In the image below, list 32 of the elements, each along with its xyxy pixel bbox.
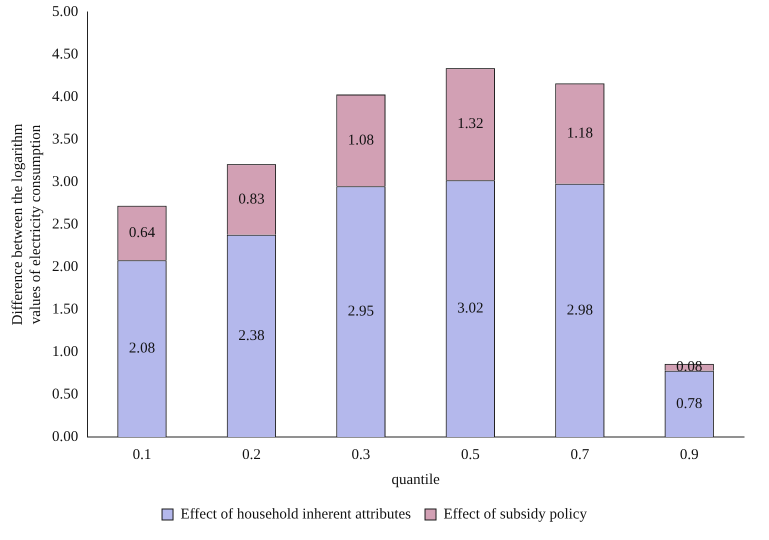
data-label: 2.98 xyxy=(566,302,593,318)
data-label: 1.18 xyxy=(566,125,593,142)
x-axis-title: quantile xyxy=(391,472,440,488)
y-tick-label: 5.00 xyxy=(52,4,78,20)
y-axis-title: Difference between the logarithm values of electricity consumption xyxy=(10,123,44,326)
y-tick-label: 0.50 xyxy=(52,386,78,402)
data-label: 2.08 xyxy=(128,340,156,357)
y-tick-label: 4.00 xyxy=(52,88,78,105)
data-label: 2.95 xyxy=(348,304,374,320)
data-label: 2.38 xyxy=(238,328,265,344)
legend-label: Effect of subsidy policy xyxy=(444,506,588,522)
y-tick-label: 1.50 xyxy=(52,301,78,318)
y-tick-label: 3.50 xyxy=(52,131,78,148)
y-tick-label: 2.50 xyxy=(52,216,78,232)
data-label: 0.64 xyxy=(128,224,156,241)
x-tick-label: 0.1 xyxy=(132,446,152,463)
y-tick-label: 3.00 xyxy=(52,174,78,190)
x-tick-label: 0.7 xyxy=(570,446,590,463)
y-tick-label: 2.00 xyxy=(52,258,78,275)
x-tick-label: 0.2 xyxy=(242,446,261,463)
data-label: 1.08 xyxy=(348,132,374,148)
y-tick-label: 4.50 xyxy=(52,46,78,62)
data-label: 0.83 xyxy=(238,191,265,208)
data-label: 0.78 xyxy=(676,396,702,412)
x-tick-label: 0.3 xyxy=(352,446,370,463)
y-tick-label: 0.00 xyxy=(52,428,78,445)
x-tick-label: 0.9 xyxy=(680,446,699,463)
y-tick-label: 1.00 xyxy=(52,344,78,360)
data-label: 3.02 xyxy=(457,300,484,317)
legend-label: Effect of household inherent attributes xyxy=(180,506,412,522)
data-label: 1.32 xyxy=(457,116,484,132)
x-tick-label: 0.5 xyxy=(460,446,480,463)
